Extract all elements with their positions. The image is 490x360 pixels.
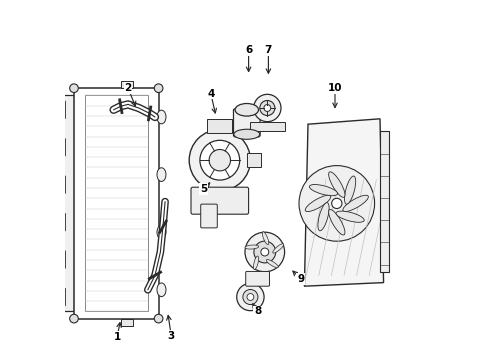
Ellipse shape [253,256,259,270]
FancyBboxPatch shape [57,213,65,231]
Text: 9: 9 [297,274,304,284]
Ellipse shape [318,203,329,231]
Ellipse shape [273,244,284,253]
Circle shape [189,130,250,191]
Ellipse shape [157,225,166,239]
FancyBboxPatch shape [57,138,65,156]
Circle shape [299,166,374,241]
Bar [247,153,261,167]
Ellipse shape [329,210,345,235]
FancyBboxPatch shape [245,271,270,286]
FancyBboxPatch shape [63,95,74,311]
Ellipse shape [336,211,364,222]
FancyBboxPatch shape [380,131,389,272]
Circle shape [200,140,240,180]
Circle shape [247,294,254,300]
FancyBboxPatch shape [233,109,260,137]
Circle shape [254,241,276,263]
Ellipse shape [157,110,166,124]
Ellipse shape [235,104,259,116]
Ellipse shape [267,260,278,268]
Circle shape [332,198,342,208]
Circle shape [209,149,230,171]
Ellipse shape [343,195,368,212]
Circle shape [243,289,258,305]
Ellipse shape [157,283,166,297]
Bar [74,88,159,319]
Ellipse shape [329,172,345,197]
Polygon shape [304,119,384,286]
Circle shape [260,100,275,116]
Bar [121,319,133,326]
FancyBboxPatch shape [57,101,65,119]
Text: 4: 4 [207,89,215,99]
Ellipse shape [234,129,260,139]
Circle shape [154,84,163,93]
Text: 10: 10 [328,83,342,93]
Text: 8: 8 [254,306,261,316]
Text: 6: 6 [245,45,252,55]
Circle shape [154,314,163,323]
Text: 7: 7 [265,45,272,55]
Bar [121,81,133,88]
Circle shape [254,94,281,122]
Ellipse shape [309,185,338,196]
Ellipse shape [245,245,259,249]
Bar [207,119,232,133]
Ellipse shape [305,195,331,212]
Circle shape [264,105,271,112]
FancyBboxPatch shape [191,187,248,214]
Circle shape [245,232,285,272]
Bar [85,95,148,311]
Text: 1: 1 [114,332,121,342]
Text: 2: 2 [124,83,132,93]
Circle shape [70,84,78,93]
FancyBboxPatch shape [57,176,65,194]
Circle shape [261,248,269,256]
Circle shape [70,314,78,323]
Text: 3: 3 [168,330,175,341]
Ellipse shape [262,232,269,245]
Ellipse shape [344,176,356,204]
FancyBboxPatch shape [57,288,65,306]
Text: 5: 5 [200,184,207,194]
FancyBboxPatch shape [57,251,65,269]
Ellipse shape [157,168,166,181]
FancyBboxPatch shape [250,122,285,131]
FancyBboxPatch shape [201,204,217,228]
Circle shape [237,283,264,311]
